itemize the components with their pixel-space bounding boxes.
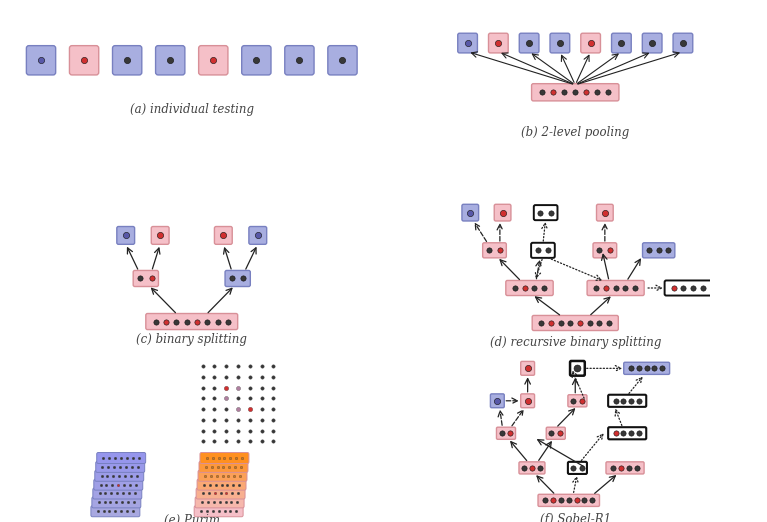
FancyBboxPatch shape — [519, 33, 539, 53]
FancyBboxPatch shape — [133, 270, 159, 287]
FancyBboxPatch shape — [462, 204, 479, 221]
FancyBboxPatch shape — [93, 488, 142, 499]
FancyBboxPatch shape — [496, 427, 515, 440]
FancyBboxPatch shape — [458, 33, 477, 53]
FancyBboxPatch shape — [242, 45, 271, 75]
FancyBboxPatch shape — [643, 243, 675, 258]
FancyBboxPatch shape — [328, 45, 357, 75]
FancyBboxPatch shape — [151, 227, 169, 244]
FancyBboxPatch shape — [198, 470, 247, 481]
FancyBboxPatch shape — [215, 227, 232, 244]
FancyBboxPatch shape — [225, 270, 250, 287]
FancyBboxPatch shape — [285, 45, 314, 75]
FancyBboxPatch shape — [642, 33, 662, 53]
FancyBboxPatch shape — [95, 470, 143, 481]
FancyBboxPatch shape — [521, 394, 535, 408]
FancyBboxPatch shape — [94, 479, 143, 490]
FancyBboxPatch shape — [568, 462, 587, 474]
FancyBboxPatch shape — [538, 494, 600, 506]
FancyBboxPatch shape — [521, 361, 535, 375]
FancyBboxPatch shape — [490, 394, 504, 408]
Text: (c) binary splitting: (c) binary splitting — [137, 333, 247, 346]
FancyBboxPatch shape — [546, 427, 565, 440]
FancyBboxPatch shape — [570, 361, 584, 376]
FancyBboxPatch shape — [197, 479, 246, 490]
FancyBboxPatch shape — [494, 204, 511, 221]
FancyBboxPatch shape — [531, 243, 555, 258]
FancyBboxPatch shape — [97, 453, 146, 464]
FancyBboxPatch shape — [505, 280, 553, 295]
FancyBboxPatch shape — [146, 314, 238, 329]
FancyBboxPatch shape — [587, 280, 644, 295]
FancyBboxPatch shape — [249, 227, 267, 244]
FancyBboxPatch shape — [665, 280, 712, 295]
FancyBboxPatch shape — [608, 395, 647, 407]
FancyBboxPatch shape — [194, 506, 243, 517]
FancyBboxPatch shape — [26, 45, 56, 75]
Text: (f) Sobel-R1: (f) Sobel-R1 — [540, 513, 611, 522]
FancyBboxPatch shape — [532, 315, 618, 330]
FancyBboxPatch shape — [489, 33, 509, 53]
Text: (a) individual testing: (a) individual testing — [130, 103, 254, 116]
FancyBboxPatch shape — [611, 33, 631, 53]
FancyBboxPatch shape — [482, 243, 506, 258]
Text: (d) recursive binary splitting: (d) recursive binary splitting — [489, 337, 661, 349]
FancyBboxPatch shape — [532, 84, 619, 101]
FancyBboxPatch shape — [195, 497, 244, 508]
FancyBboxPatch shape — [519, 462, 545, 474]
FancyBboxPatch shape — [92, 497, 141, 508]
FancyBboxPatch shape — [581, 33, 601, 53]
FancyBboxPatch shape — [96, 461, 145, 472]
Text: (b) 2-level pooling: (b) 2-level pooling — [521, 126, 630, 139]
FancyBboxPatch shape — [534, 205, 558, 220]
FancyBboxPatch shape — [156, 45, 185, 75]
FancyBboxPatch shape — [196, 488, 245, 499]
Text: (e) Purim: (e) Purim — [163, 514, 220, 522]
FancyBboxPatch shape — [199, 45, 228, 75]
FancyBboxPatch shape — [673, 33, 693, 53]
FancyBboxPatch shape — [113, 45, 142, 75]
FancyBboxPatch shape — [117, 227, 135, 244]
FancyBboxPatch shape — [593, 243, 617, 258]
FancyBboxPatch shape — [606, 462, 644, 474]
FancyBboxPatch shape — [550, 33, 570, 53]
FancyBboxPatch shape — [597, 204, 613, 221]
FancyBboxPatch shape — [624, 362, 670, 374]
FancyBboxPatch shape — [200, 453, 249, 464]
FancyBboxPatch shape — [70, 45, 99, 75]
FancyBboxPatch shape — [608, 427, 647, 440]
FancyBboxPatch shape — [199, 461, 248, 472]
FancyBboxPatch shape — [568, 395, 587, 407]
FancyBboxPatch shape — [91, 506, 140, 517]
